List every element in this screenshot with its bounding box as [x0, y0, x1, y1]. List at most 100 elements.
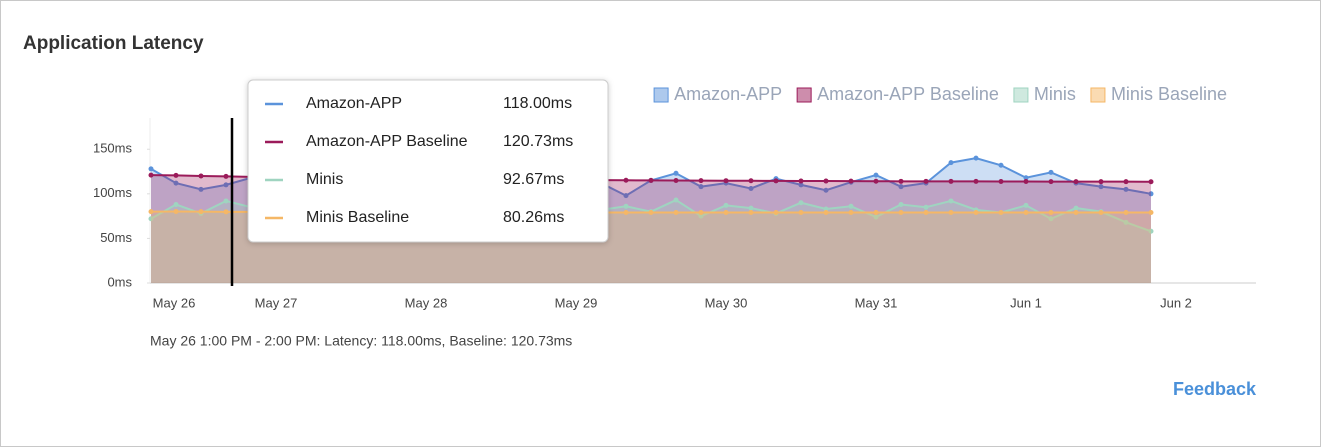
data-point	[1123, 219, 1129, 225]
data-point	[198, 186, 204, 192]
data-point	[223, 173, 229, 179]
data-point	[698, 184, 704, 190]
data-point	[198, 209, 204, 215]
data-point	[823, 178, 829, 184]
data-point	[998, 210, 1004, 216]
data-point	[623, 203, 629, 209]
data-point	[173, 202, 179, 208]
y-tick-label: 150ms	[93, 141, 133, 156]
data-point	[723, 178, 729, 184]
data-point	[948, 160, 954, 166]
x-tick-label: May 27	[255, 295, 298, 310]
data-point	[798, 200, 804, 206]
feedback-link[interactable]: Feedback	[1173, 379, 1257, 399]
data-point	[748, 185, 754, 191]
tooltip: Amazon-APP 118.00ms Amazon-APP Baseline 120…	[247, 79, 609, 243]
data-point	[798, 178, 804, 184]
data-point	[1023, 202, 1029, 208]
data-point	[648, 210, 654, 216]
data-point	[148, 166, 154, 172]
data-point	[698, 210, 704, 216]
data-point	[948, 198, 954, 204]
data-point	[1148, 228, 1154, 234]
legend-swatch	[796, 87, 812, 103]
data-point	[898, 178, 904, 184]
legend-swatch	[1013, 87, 1029, 103]
data-point	[973, 178, 979, 184]
data-point	[823, 187, 829, 193]
data-point	[1073, 210, 1079, 216]
data-point	[673, 210, 679, 216]
data-point	[823, 206, 829, 212]
data-point	[223, 209, 229, 215]
data-point	[873, 178, 879, 184]
tooltip-name: Amazon-APP	[306, 95, 402, 112]
x-tick-label: May 28	[405, 295, 448, 310]
data-point	[223, 198, 229, 204]
data-point	[1098, 184, 1104, 190]
x-tick-label: May 26	[153, 295, 196, 310]
data-point	[1048, 179, 1054, 185]
tooltip-box	[247, 79, 609, 243]
y-tick-label: 100ms	[93, 185, 133, 200]
data-point	[923, 210, 929, 216]
tooltip-value: 80.26ms	[503, 209, 564, 226]
x-tick-label: May 29	[555, 295, 598, 310]
chart-title: Application Latency	[23, 33, 204, 54]
tooltip-name: Minis Baseline	[306, 209, 409, 226]
data-point	[648, 177, 654, 183]
data-point	[798, 182, 804, 188]
legend-label: Minis Baseline	[1111, 84, 1227, 104]
tooltip-name: Minis	[306, 171, 343, 188]
data-point	[848, 203, 854, 209]
data-point	[148, 172, 154, 178]
legend-label: Amazon-APP	[674, 84, 782, 104]
data-point	[823, 210, 829, 216]
data-point	[948, 210, 954, 216]
data-point	[973, 210, 979, 216]
tooltip-value: 92.67ms	[503, 171, 564, 188]
data-point	[1123, 179, 1129, 185]
data-point	[973, 155, 979, 161]
data-point	[1073, 179, 1079, 185]
y-tick-label: 50ms	[100, 230, 132, 245]
data-point	[1148, 191, 1154, 197]
data-point	[748, 178, 754, 184]
data-point	[898, 184, 904, 190]
data-point	[998, 162, 1004, 168]
x-tick-label: May 31	[855, 295, 898, 310]
data-point	[898, 210, 904, 216]
data-point	[848, 178, 854, 184]
data-point	[173, 180, 179, 186]
data-point	[1123, 210, 1129, 216]
caption: May 26 1:00 PM - 2:00 PM: Latency: 118.0…	[150, 333, 572, 349]
data-point	[873, 210, 879, 216]
data-point	[623, 177, 629, 183]
data-point	[798, 210, 804, 216]
legend-swatch	[653, 87, 669, 103]
data-point	[1023, 175, 1029, 181]
data-point	[848, 210, 854, 216]
data-point	[1098, 179, 1104, 185]
tooltip-value: 120.73ms	[503, 133, 573, 150]
legend-swatch	[1090, 87, 1106, 103]
x-tick-label: Jun 1	[1010, 295, 1042, 310]
data-point	[948, 178, 954, 184]
data-point	[723, 210, 729, 216]
data-point	[898, 202, 904, 208]
data-point	[773, 178, 779, 184]
data-point	[173, 208, 179, 214]
legend-label: Amazon-APP Baseline	[817, 84, 999, 104]
data-point	[148, 216, 154, 222]
data-point	[1148, 210, 1154, 216]
data-point	[748, 205, 754, 211]
data-point	[1073, 205, 1079, 211]
data-point	[623, 193, 629, 199]
data-point	[1023, 179, 1029, 185]
data-point	[923, 204, 929, 210]
data-point	[673, 178, 679, 184]
data-point	[1048, 210, 1054, 216]
data-point	[773, 210, 779, 216]
